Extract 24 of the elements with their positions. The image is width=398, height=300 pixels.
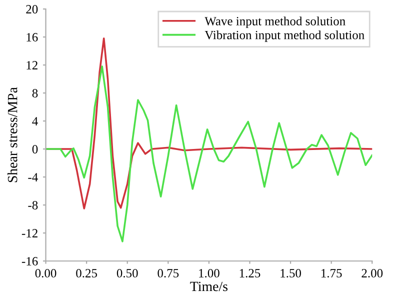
y-tick-label: 4	[32, 117, 38, 126]
x-tick-label: 1.50	[280, 269, 301, 278]
x-tick-label: 2.00	[362, 269, 383, 278]
y-tick-label: -8	[28, 201, 38, 210]
legend-label: Vibration input method solution	[204, 30, 364, 42]
x-tick-label: 1.00	[199, 269, 220, 278]
y-tick-label: -12	[22, 229, 38, 238]
x-tick-label: 0.75	[158, 269, 179, 278]
legend-label: Wave input method solution	[204, 16, 346, 28]
y-tick-label: -4	[28, 173, 38, 182]
y-axis-title: Shear stress/MPa	[7, 87, 18, 182]
y-tick-label: 12	[26, 61, 38, 70]
y-tick-label: 0	[32, 145, 38, 154]
y-tick-label: -16	[22, 257, 38, 266]
y-tick-label: 8	[32, 89, 38, 98]
x-tick-label: 0.00	[35, 269, 56, 278]
x-tick-label: 0.25	[76, 269, 98, 278]
y-tick-label: 16	[26, 33, 38, 42]
x-axis-title: Time/s	[190, 282, 228, 292]
x-tick-label: 0.50	[116, 269, 138, 278]
y-tick-label: 20	[26, 5, 38, 14]
x-tick-label: 1.75	[321, 269, 342, 278]
x-tick-label: 1.25	[240, 269, 260, 278]
line-series	[46, 65, 372, 242]
